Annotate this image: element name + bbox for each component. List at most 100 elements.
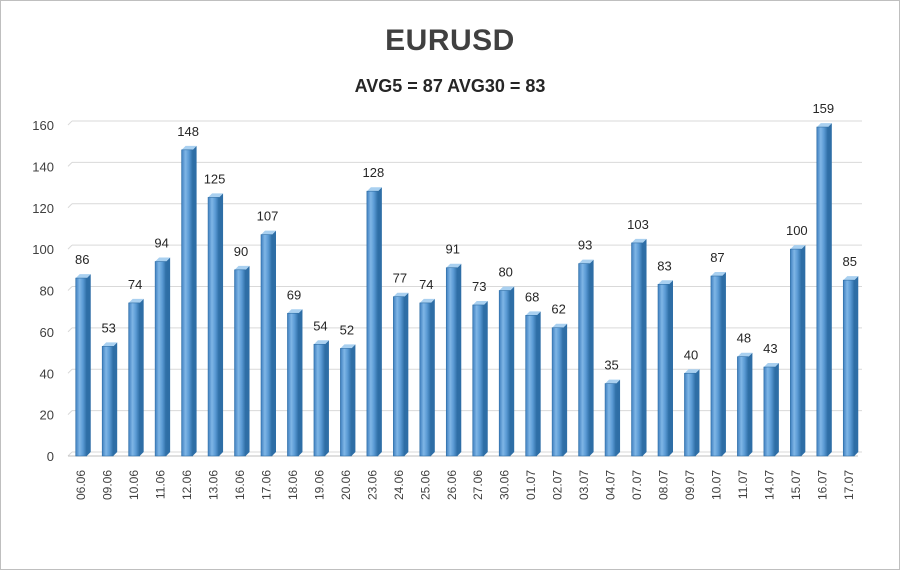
- bar-side: [219, 193, 224, 456]
- data-label: 80: [498, 265, 512, 280]
- bar-front: [75, 277, 88, 457]
- bar-side: [457, 263, 462, 456]
- grid-line-diag: [67, 286, 73, 291]
- y-tick-label: 120: [32, 201, 54, 216]
- bar: [498, 286, 515, 457]
- bar-front: [128, 302, 140, 457]
- bar-side: [642, 238, 647, 456]
- bar-front: [154, 261, 167, 457]
- x-tick-label: 10.07: [709, 470, 723, 500]
- bar: [287, 309, 303, 457]
- bar-top: [763, 363, 779, 368]
- bar-top: [631, 238, 647, 243]
- x-tick-label: 15.07: [789, 470, 803, 500]
- data-label: 85: [843, 254, 857, 269]
- bar-top: [737, 352, 753, 357]
- bar-front: [631, 242, 643, 457]
- bar-front: [498, 290, 511, 457]
- bar-top: [525, 311, 541, 316]
- data-labels: 86 53 74 94 148 125 90 107 69 54 52 128 77 74 91 73 80 68…: [75, 101, 857, 373]
- grid-line-diag: [67, 327, 73, 333]
- bar-front: [366, 190, 379, 457]
- bar-side: [854, 276, 859, 456]
- data-label: 86: [75, 252, 89, 267]
- bar-front: [101, 346, 114, 457]
- bar: [604, 379, 621, 457]
- grid-line-diag: [67, 120, 73, 126]
- bar-front: [684, 372, 696, 457]
- bar: [313, 340, 329, 457]
- bar: [393, 292, 409, 457]
- data-label: 125: [204, 171, 226, 186]
- bar-front: [207, 197, 220, 457]
- bar: [154, 257, 171, 457]
- bar-side: [272, 230, 276, 456]
- bar-top: [128, 298, 144, 303]
- bar: [101, 342, 118, 457]
- data-label: 77: [393, 271, 407, 286]
- bar-side: [536, 311, 541, 456]
- bars: [75, 123, 859, 457]
- data-label: 87: [710, 250, 724, 265]
- bar-top: [605, 379, 621, 384]
- bar-top: [499, 286, 515, 291]
- data-label: 40: [684, 347, 698, 362]
- bar-top: [393, 292, 409, 297]
- bar: [763, 363, 779, 457]
- bar-front: [578, 263, 590, 457]
- bar-top: [287, 309, 303, 314]
- data-label: 103: [627, 217, 649, 232]
- x-tick-label: 09.07: [683, 470, 697, 500]
- x-tick-label: 24.06: [392, 470, 406, 500]
- y-tick-label: 60: [40, 325, 54, 340]
- x-tick-label: 26.06: [445, 470, 459, 500]
- data-label: 107: [257, 209, 279, 224]
- bar-top: [710, 272, 726, 277]
- data-label: 83: [657, 258, 671, 273]
- bar-side: [721, 272, 726, 456]
- data-label: 52: [340, 322, 354, 337]
- grid-lines: [67, 120, 862, 457]
- bar-front: [525, 315, 537, 457]
- bar-front: [313, 343, 326, 457]
- data-label: 53: [101, 320, 115, 335]
- bar-side: [298, 309, 303, 456]
- bar-top: [552, 323, 568, 328]
- bar-side: [695, 369, 700, 456]
- data-label: 128: [363, 165, 385, 180]
- bar-top: [261, 230, 276, 235]
- bar-top: [419, 298, 435, 303]
- data-label: 48: [737, 331, 751, 346]
- bar: [234, 265, 250, 457]
- bar-front: [842, 279, 855, 457]
- grid-line-diag: [67, 203, 73, 209]
- x-tick-label: 12.06: [180, 470, 194, 500]
- x-tick-label: 11.06: [154, 470, 168, 499]
- data-label: 148: [177, 124, 199, 139]
- data-label: 69: [287, 287, 301, 302]
- bar-top: [446, 263, 462, 268]
- data-label: 159: [812, 101, 834, 116]
- bar-side: [801, 245, 806, 456]
- x-tick-label: 06.06: [74, 470, 88, 500]
- x-tick-label: 25.06: [418, 470, 432, 500]
- x-tick-label: 27.06: [471, 470, 485, 500]
- bar: [737, 352, 753, 457]
- data-label: 54: [313, 318, 327, 333]
- bar-side: [589, 259, 594, 456]
- bar: [816, 123, 832, 457]
- x-tick-label: 11.07: [736, 470, 750, 499]
- x-tick-label: 17.07: [842, 470, 856, 500]
- data-label: 74: [128, 277, 142, 292]
- data-label: 90: [234, 244, 248, 259]
- x-tick-label: 10.06: [127, 470, 141, 500]
- bar-side: [86, 274, 91, 456]
- data-label: 35: [604, 358, 618, 373]
- bar-side: [563, 323, 568, 456]
- bar-front: [737, 356, 749, 457]
- bar-side: [430, 298, 435, 456]
- x-tick-label: 08.07: [657, 470, 671, 500]
- bar-front: [710, 275, 723, 457]
- x-tick-label: 03.07: [577, 470, 591, 500]
